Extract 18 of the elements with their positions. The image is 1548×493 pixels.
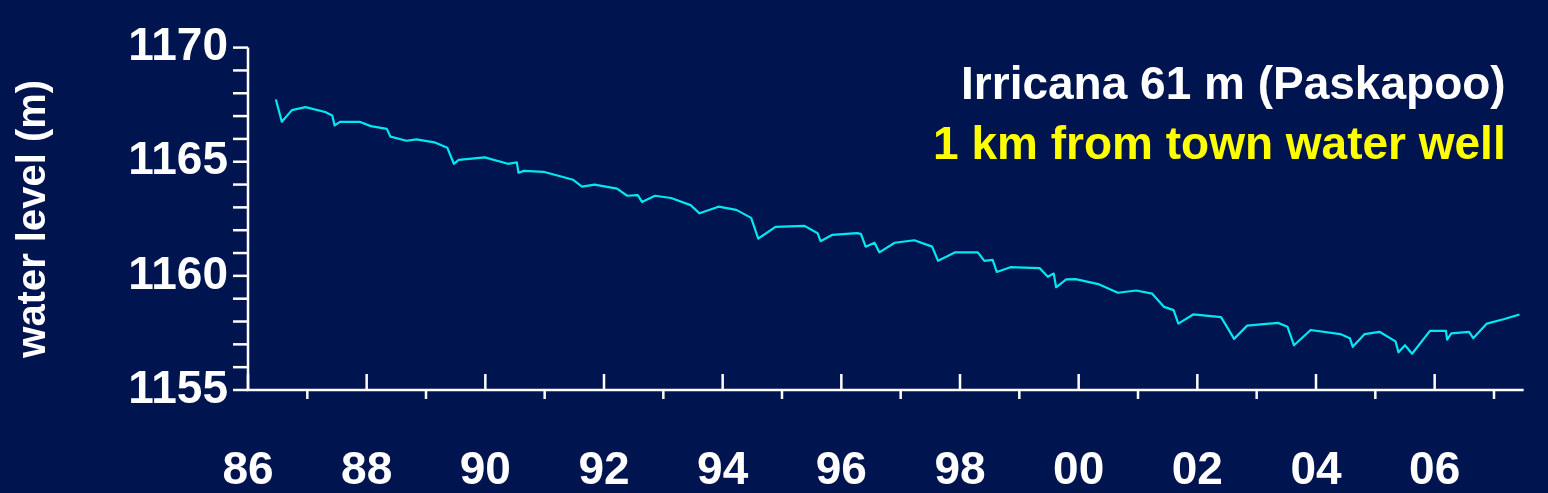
x-tick-label: 86: [222, 442, 274, 493]
x-tick-label: 06: [1409, 442, 1461, 493]
x-tick-label: 02: [1171, 442, 1223, 493]
y-tick-label: 1170: [128, 18, 228, 71]
x-tick-label: 96: [815, 442, 867, 493]
annotation: Irricana 61 m (Paskapoo): [961, 56, 1506, 109]
y-tick-label: 1155: [128, 360, 228, 413]
x-tick-label: 00: [1053, 442, 1105, 493]
x-tick-label: 90: [459, 442, 511, 493]
y-axis-title: water level (m): [9, 79, 54, 359]
x-tick-label: 04: [1290, 442, 1342, 493]
x-tick-label: 94: [697, 442, 749, 493]
x-tick-label: 88: [341, 442, 393, 493]
y-tick-label: 1165: [128, 132, 228, 185]
y-tick-label: 1160: [128, 246, 228, 299]
x-tick-label: 98: [934, 442, 986, 493]
x-tick-label: 92: [578, 442, 630, 493]
annotation: 1 km from town water well: [933, 116, 1506, 169]
